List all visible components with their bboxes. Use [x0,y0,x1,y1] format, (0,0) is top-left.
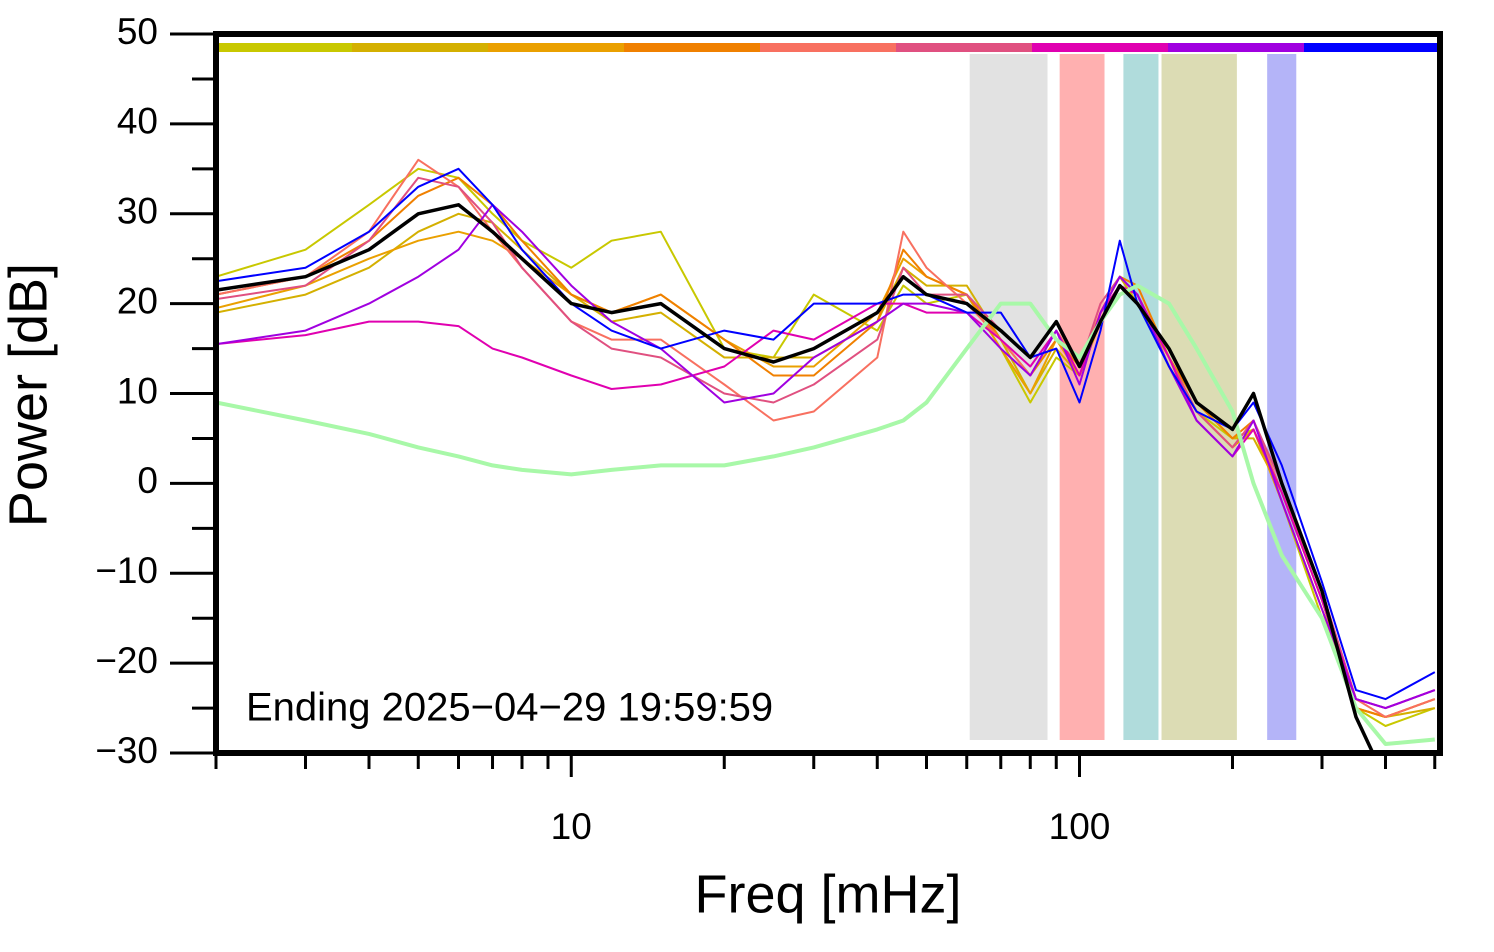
band [1267,54,1297,740]
color-strip [216,43,353,52]
color-strip [488,43,625,52]
series-line [216,283,1435,746]
series-line [216,176,1436,718]
band [969,54,1048,740]
color-strip [1168,43,1305,52]
series-line [216,203,1375,753]
x-axis-label: Freq [mHz] [694,864,961,924]
color-strip [352,43,489,52]
x-tick-label: 10 [551,806,592,847]
y-tick-label: 20 [117,280,158,321]
y-tick-label: −20 [95,640,158,681]
color-strip [1032,43,1169,52]
y-tick-label: −10 [95,550,158,591]
bands [969,54,1297,740]
series-line [216,284,1436,710]
y-axis-label: Power [dB] [0,263,58,527]
color-strip [760,43,897,52]
y-tick-label: 30 [117,191,158,232]
color-strip [624,43,761,52]
series-line [216,167,1436,727]
series-line [216,203,1436,710]
plot-frame [213,31,1443,756]
color-strip [1304,43,1441,52]
y-tick-label: 10 [117,370,158,411]
series-line [216,167,1436,701]
series-line [216,212,1435,718]
color-strip [896,43,1033,52]
annotation: Ending 2025−04−29 19:59:59 [246,686,773,730]
y-tick-label: 50 [117,11,158,52]
band [1123,54,1159,740]
y-tick-label: −30 [95,730,158,771]
lines [216,158,1436,753]
series-line [216,176,1436,710]
axes: −30 −20 −10 0 10 20 30 40 50 10 100 [95,11,1443,847]
y-tick-label: 0 [137,460,158,501]
y-tick-label: 40 [117,101,158,142]
x-tick-label: 100 [1049,806,1111,847]
